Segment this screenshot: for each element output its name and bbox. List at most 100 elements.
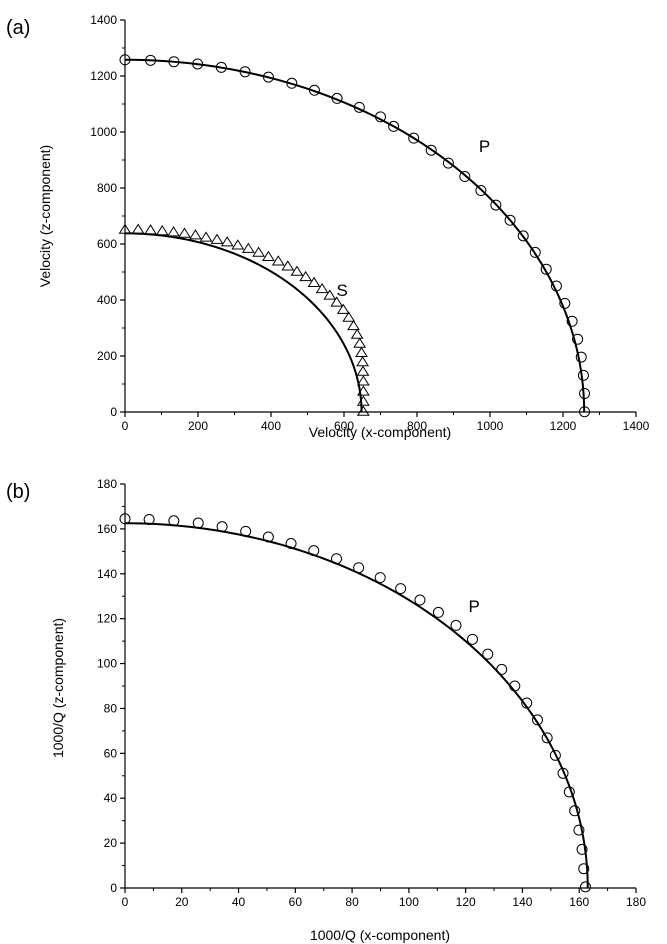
data-point-S [118,223,132,234]
y-tick-label: 20 [104,836,118,850]
axes-frame-b [124,484,636,889]
data-point-P [579,881,591,893]
data-point-P [572,333,584,345]
data-point-S [307,276,321,287]
fit-curve-P [124,58,586,413]
data-point-S [199,231,213,242]
curve-label-P: P [469,597,480,616]
data-point-S [252,246,265,257]
data-point-P [459,171,471,183]
data-point-P [395,583,407,595]
y-tick-label: 60 [104,746,118,760]
data-point-P [414,594,426,606]
data-point-S [342,311,356,322]
data-point-P [145,54,157,66]
data-point-S [356,355,370,367]
data-point-P [240,525,252,537]
xlabel-a: Velocity (x-component) [309,424,451,440]
curve-label-P: P [479,137,490,156]
data-point-S [155,224,169,236]
y-tick-label: 600 [97,237,117,251]
data-point-S [220,236,234,247]
y-tick-label: 180 [97,477,117,491]
y-tick-label: 200 [97,349,117,363]
x-tick-label: 0 [122,419,129,433]
data-point-S [315,282,329,294]
data-point-P [521,697,533,709]
data-point-S [231,239,245,250]
axes-frame-a [124,20,636,413]
data-point-P [541,732,553,744]
data-point-P [466,633,478,645]
y-tick-label: 0 [110,881,117,895]
data-point-P [579,406,591,418]
x-tick-label: 80 [345,895,359,909]
data-point-P [557,767,569,779]
x-tick-label: 120 [456,895,476,909]
data-point-P [575,351,587,363]
y-tick-label: 140 [97,567,117,581]
data-point-P [529,246,541,258]
data-point-P [579,388,591,400]
data-point-S [355,346,368,357]
ylabel-a: Velocity (z-component) [37,145,53,287]
x-tick-label: 180 [626,895,646,909]
fit-curve-S [124,232,363,413]
data-point-P [573,824,585,836]
data-point-S [290,265,304,276]
x-tick-label: 60 [289,895,303,909]
data-point-P [490,199,502,211]
data-point-S [353,337,367,348]
fit-curves-a [124,58,586,413]
data-point-P [286,77,298,89]
fit-curves-b [124,522,589,889]
data-point-P [576,843,588,855]
y-tick-label: 40 [104,791,118,805]
ticks-a: 0 200 400 600 800 1000 1200 1400 0 200 400 600 800 10… [90,13,649,433]
annotations-a: PS [337,137,491,300]
data-point-S [330,296,344,307]
x-tick-label: 0 [122,895,129,909]
x-tick-label: 800 [407,419,427,433]
data-point-P [215,61,227,73]
data-point-P [432,606,444,618]
data-point-P [262,531,274,543]
data-point-P [168,56,180,68]
data-points-b [119,513,591,893]
x-tick-label: 1400 [623,419,650,433]
data-point-P [192,517,204,529]
data-point-S [323,289,337,300]
y-tick-label: 100 [97,657,117,671]
data-point-S [189,229,202,240]
data-point-P [442,157,454,169]
x-tick-label: 600 [334,419,354,433]
data-point-P [504,214,516,226]
ticks-b: 0 20 40 60 80 100 120 140 160 180 0 20 40 60 80 100 120 1… [97,477,646,909]
data-point-S [178,227,191,238]
data-point-P [353,562,365,574]
data-point-P [550,280,562,292]
x-tick-label: 20 [175,895,189,909]
y-tick-label: 1400 [90,13,117,27]
data-point-P [563,786,575,798]
data-point-P [192,58,204,70]
data-point-P [375,111,386,123]
data-point-S [241,242,255,253]
data-point-P [578,863,590,875]
data-point-P [285,537,297,549]
data-point-S [167,226,180,237]
y-tick-label: 400 [97,293,117,307]
ylabel-b: 1000/Q (z-component) [50,618,66,758]
data-point-P [143,513,155,525]
y-tick-label: 80 [104,701,118,715]
data-point-P [388,120,400,132]
data-point-S [356,395,370,406]
data-point-P [239,66,251,78]
data-point-P [482,648,494,660]
data-point-P [559,297,571,309]
data-point-S [281,260,295,271]
data-point-P [566,315,578,327]
data-point-P [168,515,180,527]
data-point-P [119,513,131,525]
data-point-P [408,132,420,144]
